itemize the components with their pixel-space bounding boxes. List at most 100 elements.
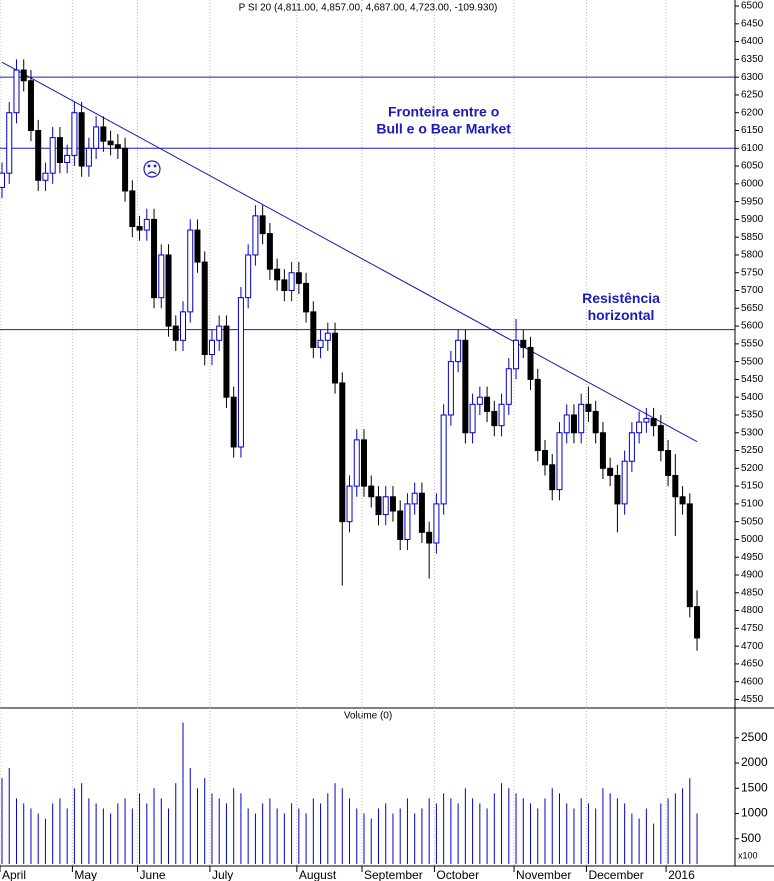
y-tick-label: 6500 (741, 1, 764, 12)
y-tick-label: 5300 (741, 427, 764, 438)
candle-body (180, 311, 186, 341)
candle-body (237, 297, 244, 448)
candle-body (411, 492, 418, 505)
candle-body (35, 130, 42, 181)
candle-body (266, 233, 273, 270)
y-tick-label: 4850 (741, 587, 764, 598)
x-tick-label: July (212, 868, 233, 881)
candle-body (259, 215, 266, 235)
x-tick-label: 2016 (668, 868, 695, 881)
y-tick-label: 4950 (741, 552, 764, 563)
candle-body (78, 112, 85, 167)
y-tick-label: 5600 (741, 321, 764, 332)
y-tick-label: 5350 (741, 410, 764, 421)
candle-body (339, 382, 346, 523)
annotation: horizontal (588, 307, 655, 323)
annotation: Resistência (582, 290, 660, 306)
candle-body (672, 474, 679, 498)
candle-body (621, 460, 628, 505)
y-tick-label: 5750 (741, 267, 764, 278)
candle-body (361, 439, 367, 487)
y-tick-label: 6000 (741, 178, 764, 189)
candle-body (614, 474, 621, 505)
candle-body (491, 410, 498, 427)
candle-body (418, 492, 425, 533)
x-tick-label: November (516, 868, 571, 881)
y-tick-label: 5150 (741, 481, 764, 492)
candle-body (607, 467, 614, 476)
y-tick-label: 5400 (741, 392, 764, 403)
candle-body (534, 378, 541, 452)
candle-body (346, 485, 353, 523)
y-tick-label: 6250 (741, 90, 764, 101)
y-tick-label: 5850 (741, 232, 764, 243)
candle-body (694, 606, 701, 639)
candle-body (585, 403, 592, 412)
candle-body (353, 439, 360, 487)
candle-body (513, 339, 520, 370)
candle-body (230, 396, 237, 448)
candle-body (158, 254, 165, 299)
candle-body (375, 496, 382, 516)
y-tick-label: 4650 (741, 659, 764, 670)
x-tick-label: December (588, 868, 643, 881)
x-tick-label: October (436, 868, 479, 881)
y-tick-label: 5050 (741, 516, 764, 527)
candle-body (505, 368, 512, 405)
candle-body (636, 421, 643, 434)
candle-body (556, 432, 563, 491)
y-tick-label: 6450 (741, 18, 764, 29)
y-tick-label: 6400 (741, 36, 764, 47)
candle-body (476, 396, 483, 405)
candle-body (599, 432, 606, 469)
y-tick-label: 4750 (741, 623, 764, 634)
sad-face (143, 160, 161, 178)
candle-body (49, 137, 56, 174)
candle-body (592, 410, 599, 434)
candle-body (295, 272, 302, 284)
candle-body (56, 137, 63, 164)
y-tick-label: 6200 (741, 107, 764, 118)
y-tick-label: 5200 (741, 463, 764, 474)
candle-body (303, 282, 310, 313)
y-tick-label: 2000 (741, 755, 768, 769)
candle-body (498, 403, 505, 427)
y-tick-label: 1500 (741, 780, 768, 794)
y-tick-label: 6150 (741, 125, 764, 136)
candle-body (686, 503, 693, 608)
candle-body (484, 396, 491, 412)
candle-body (281, 279, 288, 292)
candle-body (20, 69, 27, 82)
candle-body (650, 418, 657, 427)
candle-body (85, 147, 92, 167)
y-tick-label: 5800 (741, 250, 764, 261)
candle-body (143, 218, 150, 231)
candle-body (165, 254, 172, 327)
y-tick-label: 5700 (741, 285, 764, 296)
y-tick-label: 6050 (741, 161, 764, 172)
y-tick-label: 5900 (741, 214, 764, 225)
candle-body (223, 325, 230, 398)
candle-body (404, 503, 411, 540)
candle-body (208, 339, 215, 356)
candle-body (129, 190, 136, 228)
candle-body (288, 272, 295, 292)
candle-body (216, 325, 223, 341)
candle-body (527, 346, 534, 380)
candle-body (382, 496, 389, 516)
candle-body (389, 496, 396, 512)
candle-body (114, 144, 121, 149)
candle-body (433, 503, 440, 544)
volume-unit: x100 (738, 850, 758, 860)
y-tick-label: 4900 (741, 570, 764, 581)
y-tick-label: 5100 (741, 499, 764, 510)
x-tick-label: August (299, 868, 337, 881)
volume-title: Volume (0) (344, 711, 392, 722)
candle-body (71, 112, 78, 156)
x-tick-label: June (140, 868, 166, 881)
y-tick-label: 5650 (741, 303, 764, 314)
candle-body (0, 172, 5, 188)
x-tick-label: April (2, 868, 26, 881)
annotation: Fronteira entre o (388, 103, 499, 119)
